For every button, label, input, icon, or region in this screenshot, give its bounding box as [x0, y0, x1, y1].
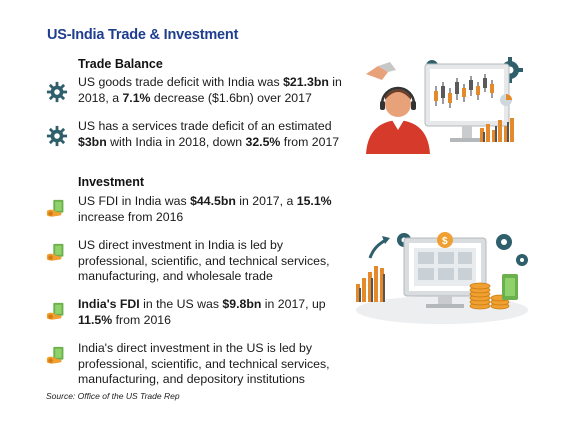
investment-item-text: India's FDI in the US was $9.8bn in 2017… — [78, 297, 326, 327]
trade-balance-heading: Trade Balance — [78, 57, 163, 71]
investment-item-text: US direct investment in India is led by … — [78, 238, 330, 283]
trade-item-text: US has a services trade deficit of an es… — [78, 119, 340, 149]
money-hand-icon — [46, 346, 64, 364]
gear-icon — [46, 125, 68, 147]
svg-text:$: $ — [442, 236, 448, 247]
investment-illustration: $ — [356, 232, 528, 324]
investment-item-text: US FDI in India was $44.5bn in 2017, a 1… — [78, 194, 332, 224]
coin-icon — [437, 232, 453, 248]
investment-item-text: India's direct investment in the US is l… — [78, 341, 330, 386]
trade-item-text: US goods trade deficit with India was $2… — [78, 75, 342, 105]
arrow-up-icon — [382, 236, 390, 244]
source-note: Source: Office of the US Trade Rep — [46, 391, 180, 401]
money-hand-icon — [46, 243, 64, 261]
page-title: US-India Trade & Investment — [47, 27, 239, 43]
trader-illustration — [366, 57, 523, 154]
gear-icon — [46, 81, 68, 103]
investment-heading: Investment — [78, 175, 144, 189]
money-hand-icon — [46, 199, 64, 217]
money-hand-icon — [46, 302, 64, 320]
handshake-icon — [366, 66, 388, 80]
